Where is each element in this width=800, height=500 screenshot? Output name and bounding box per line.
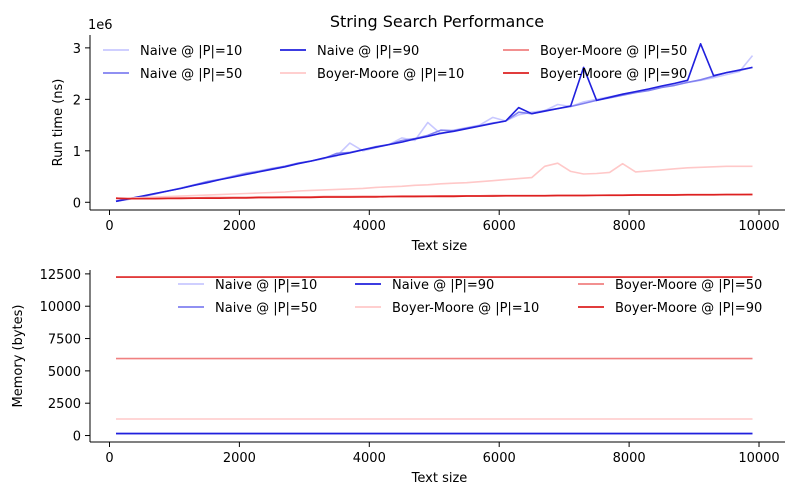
x-tick-label: 0 [105,451,113,466]
y-tick-label: 10000 [40,300,81,315]
y-tick-label: 2500 [48,397,81,412]
x-tick-label: 6000 [483,451,516,466]
y-tick-label: 12500 [40,268,81,283]
y-offset-label: 1e6 [88,18,113,33]
legend-entry: Boyer-Moore @ |P|=50 [540,44,687,59]
legend-entry: Boyer-Moore @ |P|=10 [392,301,539,316]
legend-entry: Naive @ |P|=50 [215,301,317,316]
x-tick-label: 10000 [738,451,779,466]
x-tick-label: 8000 [613,219,646,234]
x-tick-label: 4000 [353,451,386,466]
x-tick-label: 2000 [223,219,256,234]
legend-entry: Naive @ |P|=10 [140,44,242,59]
x-tick-label: 6000 [483,219,516,234]
series-line [115,193,753,200]
legend-entry: Boyer-Moore @ |P|=50 [615,278,762,293]
legend-entry: Boyer-Moore @ |P|=90 [615,301,762,316]
legend-entry: Boyer-Moore @ |P|=10 [317,67,464,82]
x-tick-label: 10000 [738,219,779,234]
y-axis-label: Run time (ns) [51,79,66,167]
y-tick-label: 3 [73,42,81,57]
x-axis-label: Text size [411,471,468,486]
legend-entry: Naive @ |P|=50 [140,67,242,82]
y-tick-label: 5000 [48,365,81,380]
x-axis-label: Text size [411,239,468,254]
legend-entry: Naive @ |P|=10 [215,278,317,293]
series-line [115,162,753,200]
y-tick-label: 1 [73,145,81,160]
legend-entry: Boyer-Moore @ |P|=90 [540,67,687,82]
y-tick-label: 0 [73,430,81,445]
x-tick-label: 0 [105,219,113,234]
legend-entry: Naive @ |P|=90 [317,44,419,59]
runtime-panel: 0 2000 4000 6000 8000 10000 0 1 2 3 1e6 Text size Ru… [51,18,785,254]
x-tick-label: 2000 [223,451,256,466]
x-tick-label: 8000 [613,451,646,466]
legend-entry: Naive @ |P|=90 [392,278,494,293]
y-tick-label: 2 [73,93,81,108]
series-line [115,42,753,203]
y-tick-label: 0 [73,196,81,211]
x-tick-label: 4000 [353,219,386,234]
figure-title: String Search Performance [330,12,544,31]
y-tick-label: 7500 [48,333,81,348]
y-axis-label: Memory (bytes) [11,305,26,408]
memory-panel: 0 2000 4000 6000 8000 10000 0 2500 5000 7500 10000… [11,268,785,486]
